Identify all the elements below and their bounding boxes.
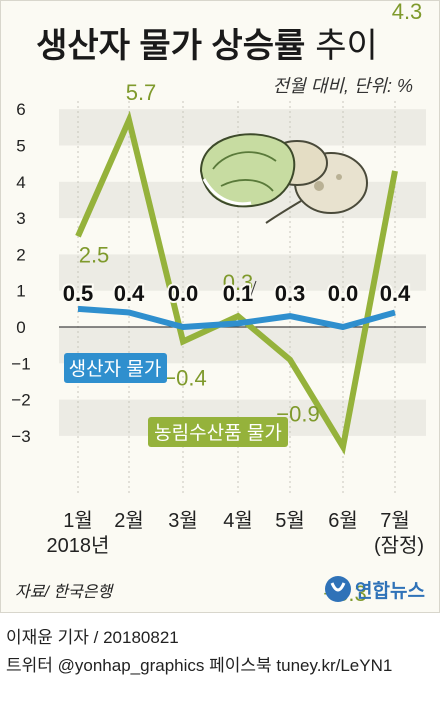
y-tick-label: 0 xyxy=(16,318,25,337)
series-line-agri xyxy=(75,110,398,456)
x-tick-sublabel: 2018년 xyxy=(47,534,110,557)
series-line-producer xyxy=(77,305,396,330)
label-leader xyxy=(248,280,257,302)
cabbage-leaf-line xyxy=(212,151,277,192)
radish-tail xyxy=(265,200,302,224)
x-tick-label: 7월 xyxy=(380,509,410,532)
data-label-producer: 0.0 xyxy=(328,281,359,306)
data-label-agri: 4.3 xyxy=(392,1,423,24)
y-tick-label: 6 xyxy=(16,100,25,119)
data-label-agri: 0.3 xyxy=(223,270,254,295)
cabbage-stem xyxy=(202,178,252,206)
byline: 이재윤 기자 / 20180821 xyxy=(6,628,179,647)
x-tick-label: 3월 xyxy=(168,509,198,532)
logo-text: 연합뉴스 xyxy=(355,580,425,602)
data-label-producer: 0.4 xyxy=(380,281,411,306)
unit-note: 전월 대비, 단위: % xyxy=(273,76,413,96)
chart-title-main: 생산자 물가 상승률 xyxy=(36,27,305,65)
legend-box-agri xyxy=(148,417,288,447)
vegetable-illustration xyxy=(199,133,368,224)
cabbage-shape xyxy=(199,133,296,208)
grid-band xyxy=(59,254,426,291)
yonhap-logo: 연합뉴스 xyxy=(325,576,425,602)
data-label-producer: 0.0 xyxy=(168,281,199,306)
x-tick-label: 5월 xyxy=(275,509,305,532)
radish-spot xyxy=(336,174,342,180)
y-tick-label: 2 xyxy=(16,245,25,264)
x-tick-label: 2월 xyxy=(114,509,144,532)
x-tick-sublabel: (잠정) xyxy=(374,534,424,557)
data-label-producer: 0.5 xyxy=(63,281,94,306)
chart-card: 생산자 물가 상승률 추이 전월 대비, 단위: % 6 5 4 3 2 1 0 −1 −2 −3 1월 2… xyxy=(0,0,440,613)
data-label-producer: 0.4 xyxy=(114,281,145,306)
y-tick-label: −3 xyxy=(11,427,30,446)
chart-title: 생산자 물가 상승률 추이 xyxy=(36,27,378,65)
source-text: 자료/ 한국은행 xyxy=(15,583,114,601)
logo-mark-inner xyxy=(330,582,346,592)
y-tick-label: −1 xyxy=(11,354,30,373)
legend-box-producer xyxy=(64,353,167,383)
y-tick-label: −2 xyxy=(11,391,30,410)
data-label-agri: 5.7 xyxy=(126,80,157,105)
chart-title-suffix: 추이 xyxy=(315,27,378,65)
x-tick-label: 4월 xyxy=(223,509,253,532)
radish-spot xyxy=(314,181,324,191)
legend-label-agri: 농림수산품 물가 xyxy=(154,422,282,444)
legend-label-producer: 생산자 물가 xyxy=(69,358,162,380)
y-tick-label: 4 xyxy=(16,173,25,192)
x-tick-label: 1월 xyxy=(63,509,93,532)
y-tick-label: 3 xyxy=(16,209,25,228)
data-label-agri: −0.4 xyxy=(163,366,206,391)
sns-info: 트위터 @yonhap_graphics 페이스북 tuney.kr/LeYN1 xyxy=(6,656,393,675)
y-tick-label: 1 xyxy=(16,282,25,301)
data-label-producer: 0.1 xyxy=(223,281,254,306)
y-tick-label: 5 xyxy=(16,137,25,156)
x-tick-label: 6월 xyxy=(328,509,358,532)
data-label-agri: 2.5 xyxy=(79,242,110,267)
data-label-producer: 0.3 xyxy=(275,281,306,306)
